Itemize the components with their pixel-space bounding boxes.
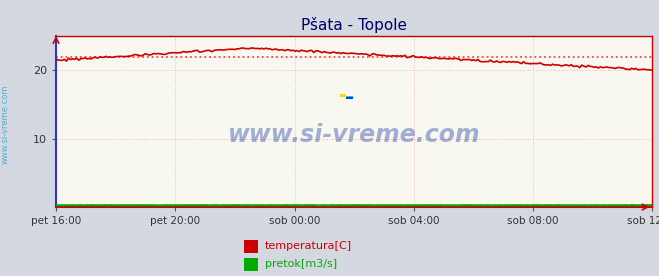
FancyBboxPatch shape (244, 258, 258, 270)
Text: www.si-vreme.com: www.si-vreme.com (1, 84, 10, 164)
FancyBboxPatch shape (244, 240, 258, 253)
FancyBboxPatch shape (347, 95, 353, 99)
Text: temperatura[C]: temperatura[C] (265, 241, 352, 251)
Text: www.si-vreme.com: www.si-vreme.com (228, 123, 480, 147)
FancyBboxPatch shape (340, 94, 347, 97)
Title: Pšata - Topole: Pšata - Topole (301, 17, 407, 33)
FancyBboxPatch shape (347, 95, 353, 97)
Text: pretok[m3/s]: pretok[m3/s] (265, 259, 337, 269)
